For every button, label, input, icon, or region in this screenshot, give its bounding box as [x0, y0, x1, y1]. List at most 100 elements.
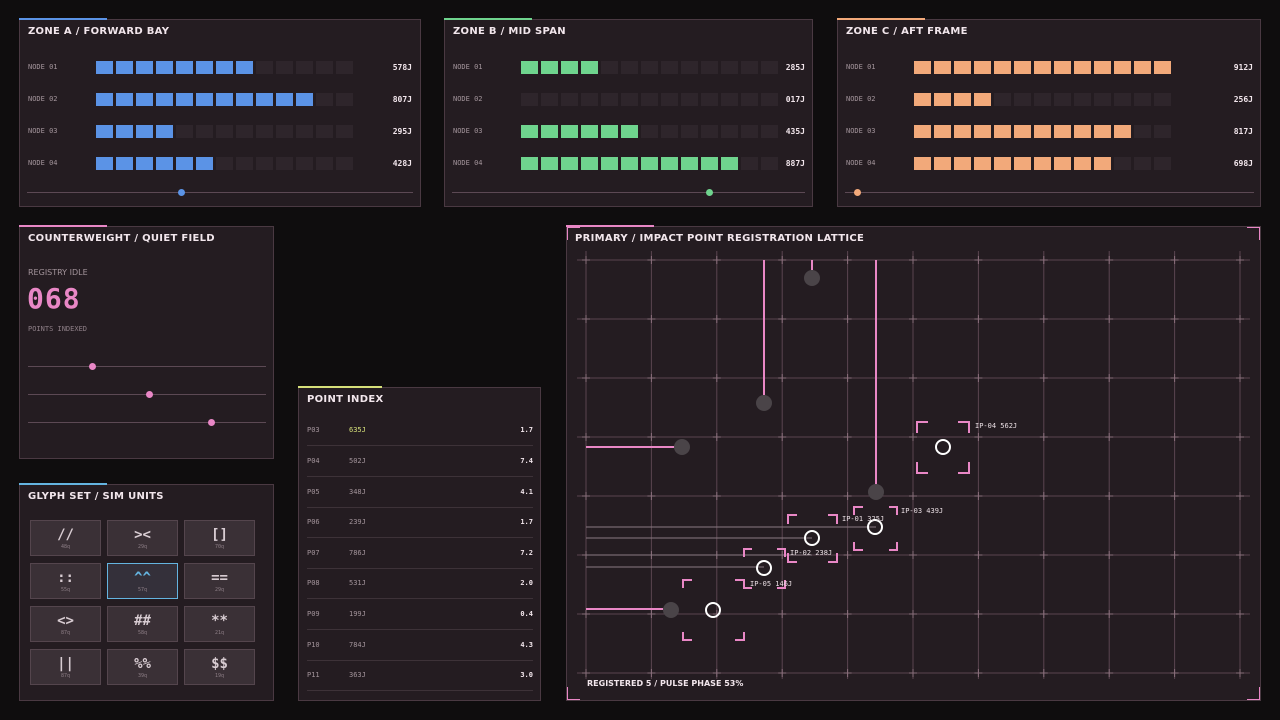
field-slider-3-track[interactable]	[28, 422, 266, 423]
bar-segment-filled	[581, 61, 598, 74]
grid-tick	[1105, 551, 1114, 559]
point-energy: 784J	[349, 641, 366, 649]
zone-b-panel: ZONE B / MID SPAN NODE 01 285J NODE 02 0…	[444, 18, 813, 207]
glyph-tile[interactable]: [] 70q	[184, 520, 255, 556]
glyph-symbol: **	[211, 613, 228, 629]
glyph-symbol: <>	[57, 613, 74, 629]
grid-tick	[909, 256, 917, 264]
glyph-tile[interactable]: //48q	[30, 520, 101, 556]
grid-tick	[1236, 315, 1244, 323]
bar-segment-filled	[156, 125, 173, 138]
grid-tick	[647, 256, 656, 264]
grid-tick	[909, 374, 917, 382]
zone-b-slider-knob[interactable]	[706, 189, 714, 196]
glyph-tile[interactable]: %% 39q	[107, 649, 178, 685]
point-score: 4.3	[520, 641, 533, 649]
bar-segment-empty	[701, 61, 718, 74]
zone-c-slider-track[interactable]	[845, 192, 1254, 193]
node-value: 578J	[392, 63, 412, 72]
point-id: P05	[307, 488, 320, 496]
target-bracket-ip01	[787, 514, 838, 563]
zone-b-slider-track[interactable]	[452, 192, 805, 193]
index-row[interactable]: P07 786J 7.2	[307, 538, 533, 569]
glyph-tile[interactable]: ** 21q	[184, 606, 255, 642]
grid-tick	[582, 492, 590, 500]
field-slider-1-track[interactable]	[28, 366, 266, 367]
point-score: 7.4	[520, 457, 533, 465]
grid-tick	[1170, 374, 1179, 382]
index-row[interactable]: P08 531J 2.0	[307, 568, 533, 599]
glyph-unit: 21q	[214, 630, 225, 636]
bar-segment-empty	[681, 93, 698, 106]
lattice-canvas[interactable]: IP-04 562J IP-01 325J IP-03 439J IP-02 2…	[567, 227, 1260, 700]
impact-point-ip03	[867, 519, 883, 535]
bar-segment-filled	[974, 157, 991, 170]
grid-tick	[647, 610, 656, 618]
bar-segment-empty	[601, 93, 618, 106]
bar-segment-empty	[741, 157, 758, 170]
bar-segment-empty	[701, 93, 718, 106]
grid-tick	[1170, 669, 1179, 677]
node-label: NODE 02	[453, 95, 483, 103]
index-row[interactable]: P06 239J 1.7	[307, 507, 533, 538]
zone-c-node-04: NODE 04 698J	[846, 157, 1253, 171]
impact-point-ip02	[756, 560, 772, 576]
bar-segment-filled	[176, 61, 193, 74]
glyph-tile[interactable]: || 87q	[30, 649, 101, 685]
index-row[interactable]: P03 635J 1.7	[307, 415, 533, 446]
glyph-tile[interactable]: :: 55q	[30, 563, 101, 599]
bar-segment-filled	[216, 61, 233, 74]
energy-bar	[96, 157, 356, 171]
zone-b-node-02: NODE 02 017J	[453, 93, 805, 107]
bar-segment-empty	[1154, 125, 1171, 138]
bar-segment-empty	[761, 61, 778, 74]
impact-point-ip05	[705, 602, 721, 618]
bar-segment-empty	[661, 61, 678, 74]
glyph-tile[interactable]: $$ 19q	[184, 649, 255, 685]
bar-segment-filled	[1014, 61, 1031, 74]
bar-segment-empty	[1134, 157, 1151, 170]
grid-tick	[974, 256, 983, 264]
node-label: NODE 03	[28, 127, 58, 135]
bar-segment-empty	[316, 93, 333, 106]
field-slider-2-knob[interactable]	[145, 391, 153, 398]
bar-segment-filled	[276, 93, 293, 106]
glyph-tile[interactable]: ## 58q	[107, 606, 178, 642]
glyph-tile[interactable]: == 29q	[184, 563, 255, 599]
bar-segment-filled	[116, 93, 133, 106]
node-value: 817J	[1233, 127, 1253, 136]
bar-segment-filled	[156, 157, 173, 170]
bar-segment-empty	[1094, 93, 1111, 106]
grid-tick	[582, 610, 590, 618]
glyph-tile-selected[interactable]: ^^ 57q	[107, 563, 178, 599]
index-row[interactable]: P11 363J 3.0	[307, 660, 533, 691]
index-row[interactable]: P05 348J 4.1	[307, 477, 533, 508]
grid-tick	[1105, 256, 1114, 264]
grid-tick	[1170, 551, 1179, 559]
zone-a-slider-track[interactable]	[27, 192, 413, 193]
glyph-tile[interactable]: <> 87q	[30, 606, 101, 642]
bar-segment-filled	[561, 125, 578, 138]
zone-a-panel: ZONE A / FORWARD BAY NODE 01 578J NODE 0…	[19, 18, 421, 207]
bar-segment-empty	[641, 93, 658, 106]
index-row[interactable]: P04 502J 7.4	[307, 446, 533, 477]
grid-tick	[974, 551, 983, 559]
index-row[interactable]: P09 199J 0.4	[307, 599, 533, 630]
bar-segment-filled	[954, 125, 971, 138]
bar-segment-filled	[1014, 157, 1031, 170]
bar-segment-filled	[216, 93, 233, 106]
field-slider-3-knob[interactable]	[207, 419, 215, 426]
bar-segment-filled	[136, 157, 153, 170]
bar-segment-empty	[256, 61, 273, 74]
index-row[interactable]: P10 784J 4.3	[307, 630, 533, 661]
bar-segment-filled	[974, 93, 991, 106]
zone-c-slider-knob[interactable]	[853, 189, 861, 196]
bar-segment-empty	[721, 93, 738, 106]
zone-a-slider-knob[interactable]	[177, 189, 185, 196]
bar-segment-filled	[601, 125, 618, 138]
impact-label: IP-02 238J	[790, 549, 832, 557]
bar-segment-filled	[296, 93, 313, 106]
field-slider-1-knob[interactable]	[88, 363, 96, 370]
bar-segment-empty	[1154, 157, 1171, 170]
glyph-tile[interactable]: >< 29q	[107, 520, 178, 556]
